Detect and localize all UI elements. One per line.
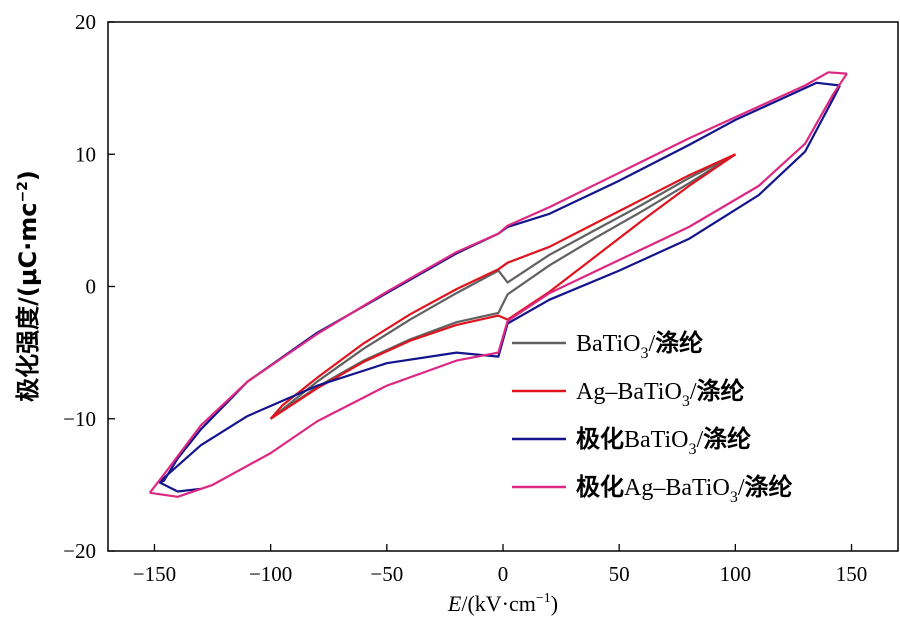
x-tick-label: −150 (133, 562, 176, 586)
x-tick-label: 150 (836, 562, 868, 586)
legend: BaTiO3/涤纶 Ag–BaTiO3/涤纶极化BaTiO3/涤纶极化Ag–BaT… (512, 329, 792, 506)
x-tick-label: 0 (498, 562, 509, 586)
y-axis-title: 极化强度/(μC·mc−2) (14, 170, 42, 402)
legend-label: Ag–BaTiO3/涤纶 (576, 377, 744, 410)
series-line-4-upper (149, 72, 848, 498)
series-line-2-lower (269, 153, 736, 420)
y-tick-label: −10 (63, 407, 96, 431)
y-tick-label: 20 (75, 10, 96, 34)
y-tick-label: −20 (63, 539, 96, 563)
legend-item: Ag–BaTiO3/涤纶 (512, 377, 744, 410)
x-axis-title: E/(kV·cm−1) (447, 591, 558, 616)
series-line-2-upper (269, 153, 737, 420)
plot-frame (107, 21, 899, 552)
y-tick-label: 10 (75, 142, 96, 166)
x-tick-label: 50 (609, 562, 630, 586)
legend-label: BaTiO3/涤纶 (576, 329, 703, 362)
x-tick-label: 100 (720, 562, 752, 586)
y-tick-label: 0 (86, 275, 97, 299)
legend-item: 极化BaTiO3/涤纶 (512, 425, 751, 458)
x-axis-ticks: −150 −100 −50 0 50 100 150 (133, 544, 867, 586)
series-line-1-upper (269, 153, 736, 420)
x-tick-label: −50 (370, 562, 403, 586)
legend-item: 极化Ag–BaTiO3/涤纶 (512, 473, 792, 506)
x-tick-label: −100 (249, 562, 292, 586)
legend-label: 极化Ag–BaTiO3/涤纶 (576, 473, 792, 506)
series-line-4-lower (148, 71, 847, 494)
series-line-3-upper (158, 85, 841, 484)
legend-item: BaTiO3/涤纶 (512, 329, 703, 362)
series-line-1-lower (269, 153, 736, 420)
series-layer (148, 71, 848, 498)
y-axis-ticks: −20 −10 0 10 20 (63, 10, 115, 563)
legend-label: 极化BaTiO3/涤纶 (576, 425, 751, 458)
series-line-3-lower (158, 81, 841, 493)
